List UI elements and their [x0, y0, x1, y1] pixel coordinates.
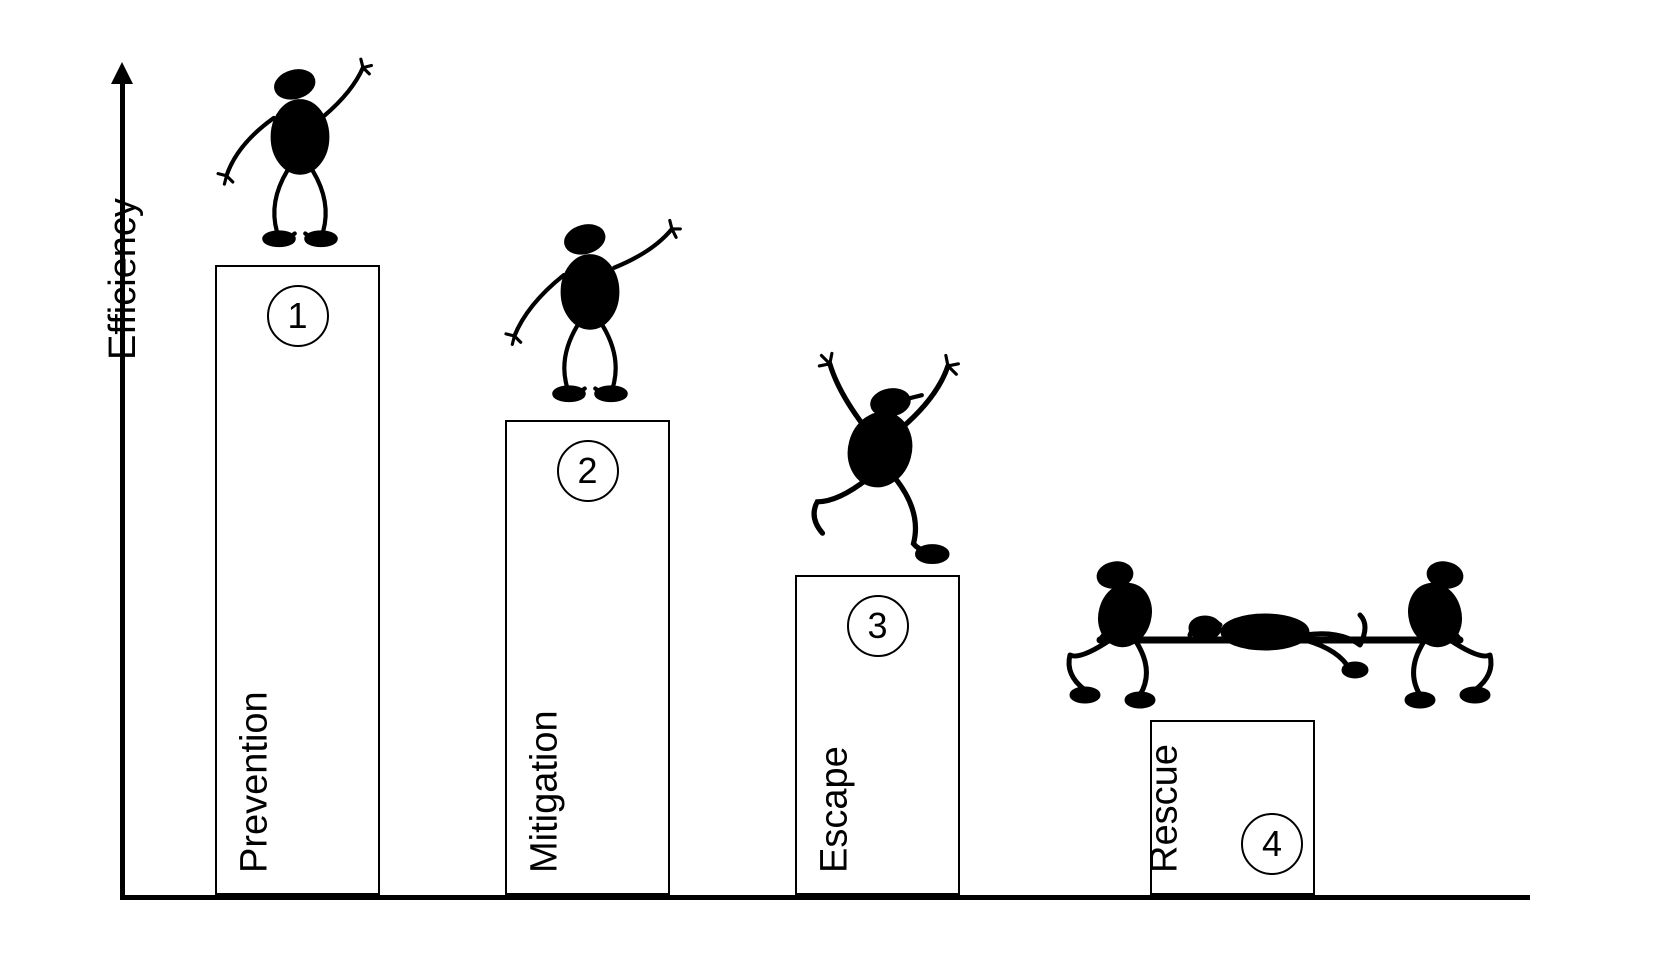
bar-label: Rescue [1144, 744, 1187, 873]
bar-label: Prevention [233, 691, 276, 873]
bar-prevention: 1 Prevention [215, 265, 380, 895]
y-axis-arrow-icon [111, 62, 133, 84]
bar-escape: 3 Escape [795, 575, 960, 895]
bar-number: 4 [1262, 823, 1282, 865]
bar-label: Escape [813, 746, 856, 873]
bar-number-circle: 1 [267, 285, 329, 347]
y-axis-label: Efficiency [102, 198, 145, 360]
bar-number: 3 [867, 605, 887, 647]
bar-rescue: 4 Rescue [1150, 720, 1315, 895]
bar-number-circle: 3 [847, 595, 909, 657]
waving-figure-icon [480, 210, 700, 420]
bar-label: Mitigation [523, 710, 566, 873]
waving-figure-icon [195, 55, 405, 265]
running-figure-icon [760, 345, 1000, 575]
bar-number-circle: 4 [1241, 813, 1303, 875]
bar-number: 2 [577, 450, 597, 492]
x-axis-line [120, 895, 1530, 900]
bar-number: 1 [287, 295, 307, 337]
bar-number-circle: 2 [557, 440, 619, 502]
stretcher-figure-icon [1040, 540, 1520, 720]
efficiency-chart: Efficiency 1 Prevention 2 Mitigation [120, 80, 1540, 910]
bar-mitigation: 2 Mitigation [505, 420, 670, 895]
